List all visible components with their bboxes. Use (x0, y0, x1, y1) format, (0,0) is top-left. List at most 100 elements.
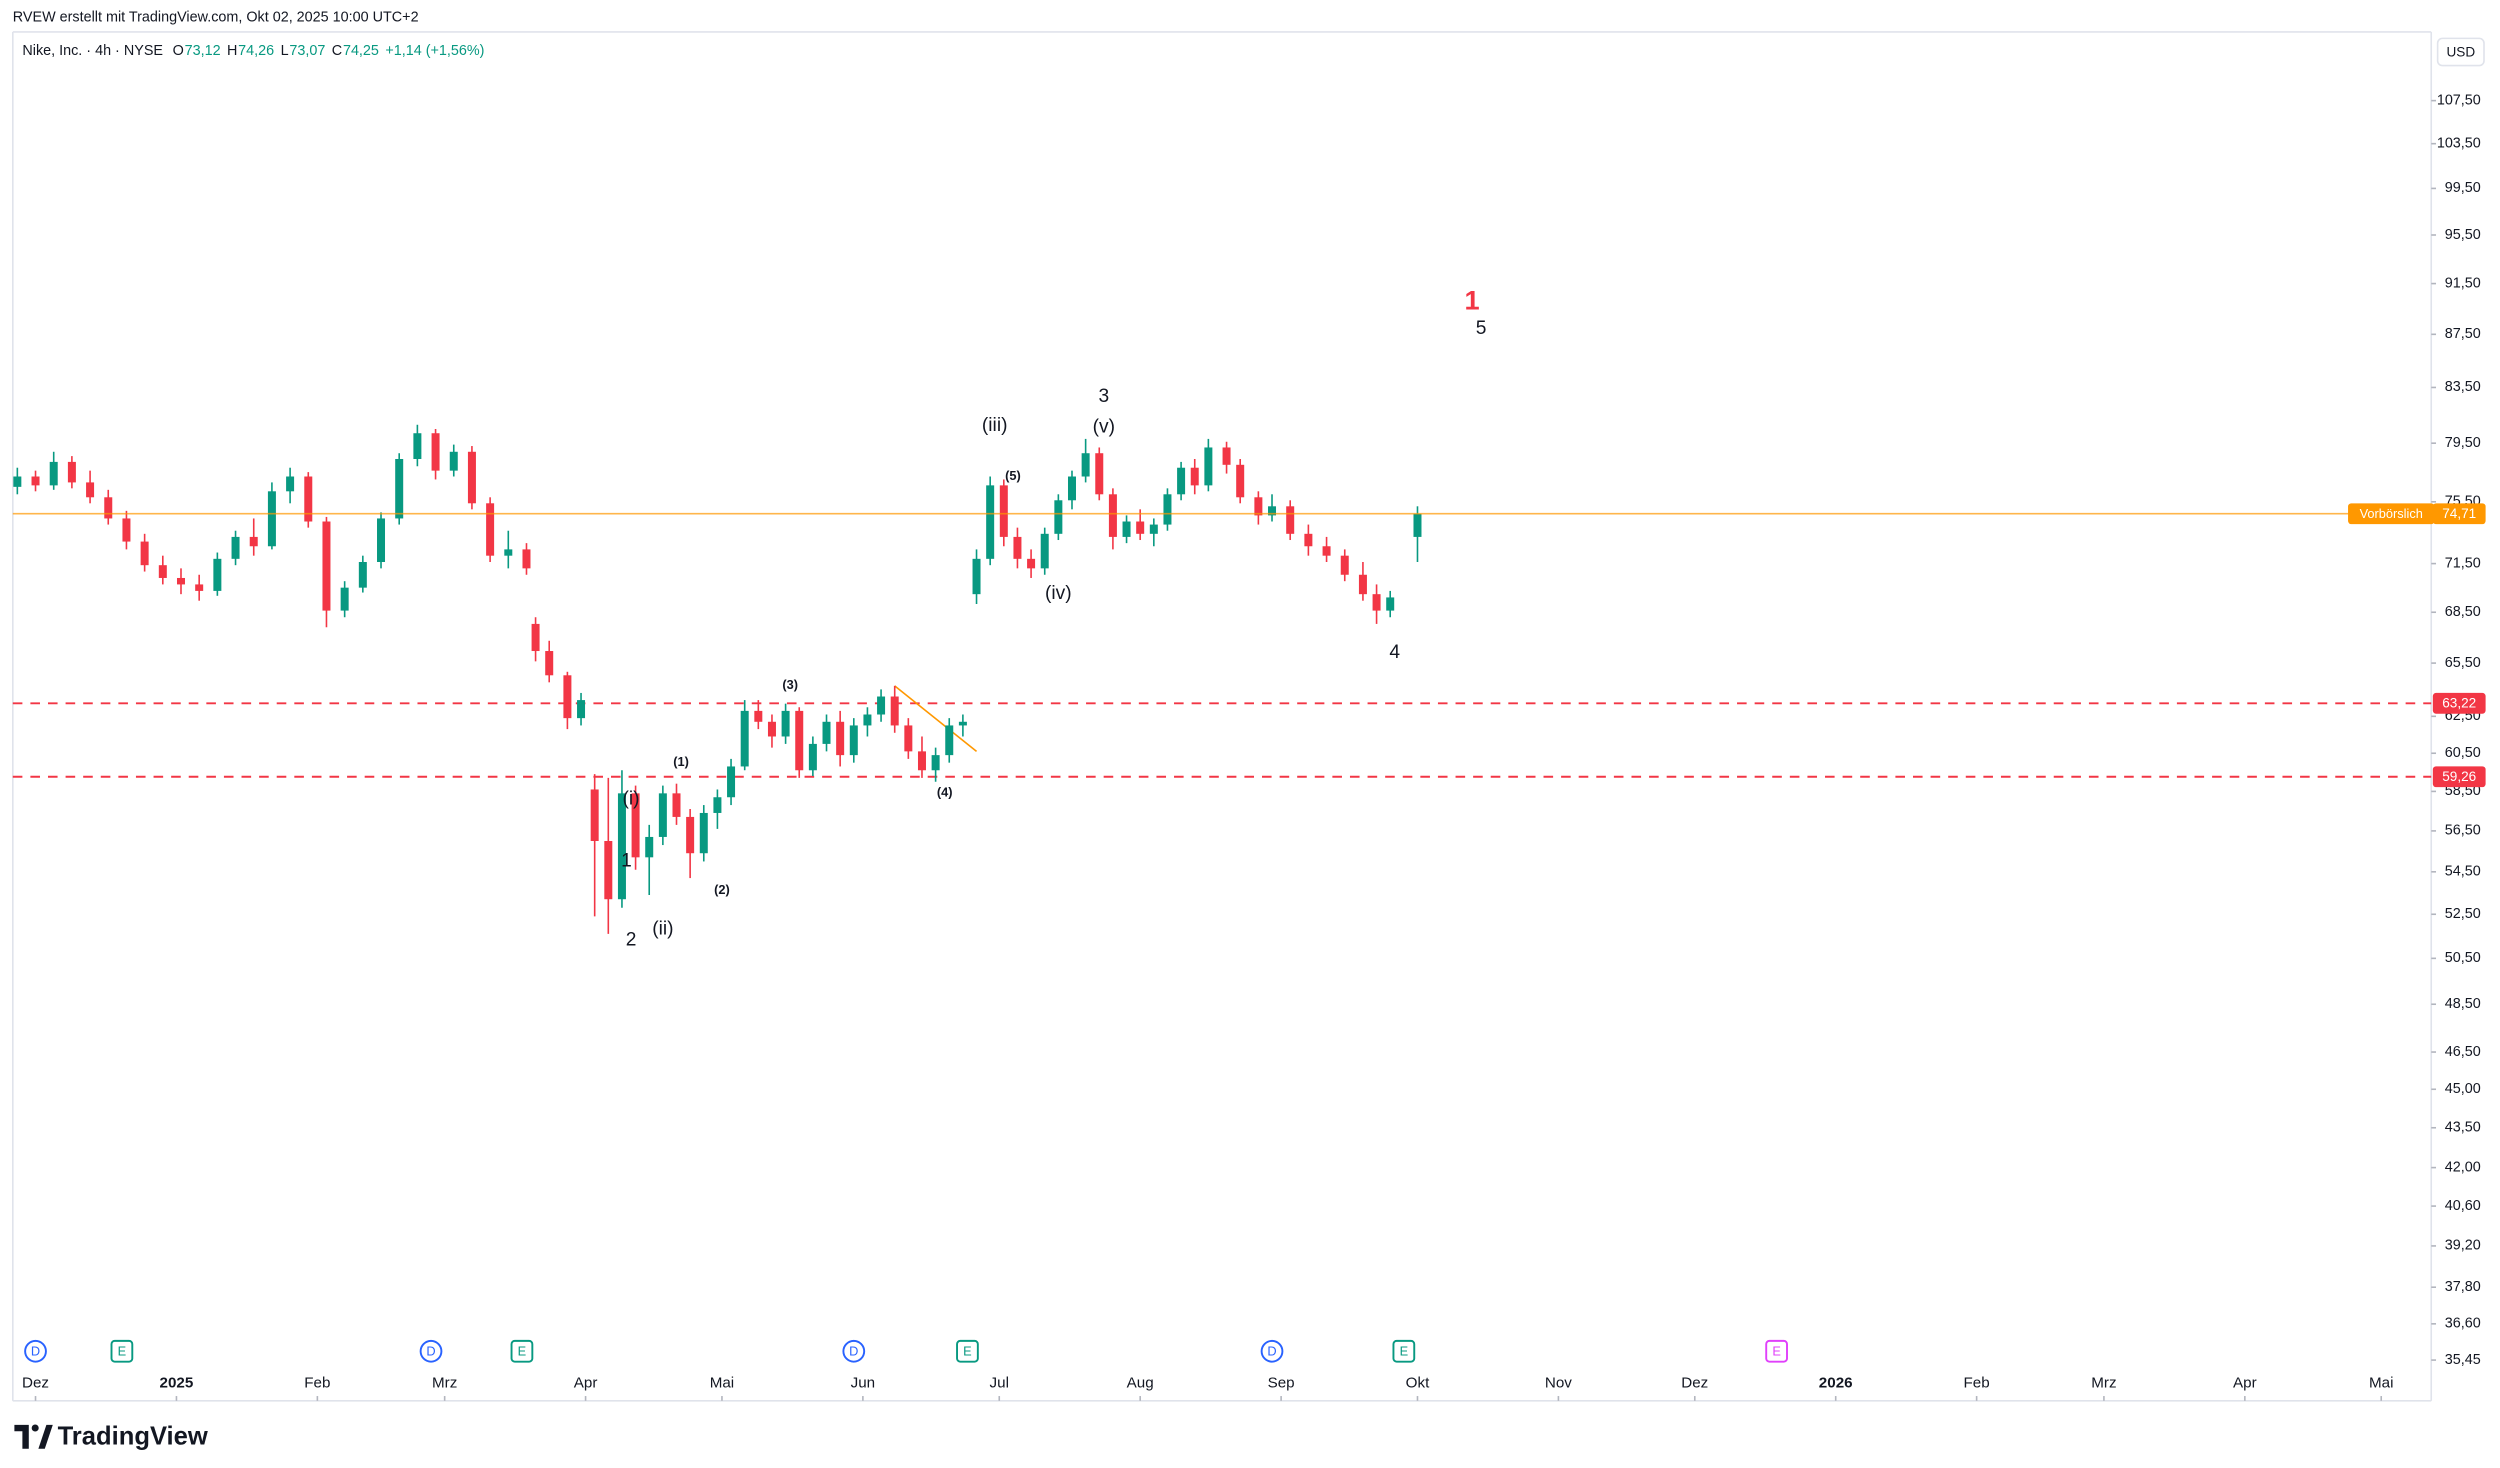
candle-body (1236, 464, 1245, 498)
candle-body (563, 675, 572, 719)
x-tick-label: Apr (574, 1374, 598, 1391)
event-icon[interactable] (956, 1339, 979, 1363)
wave-label: (4) (937, 785, 953, 800)
candle-body (1190, 467, 1199, 486)
candle-body (945, 725, 954, 756)
candle-body (413, 433, 422, 459)
candle-body (795, 710, 804, 771)
candle-body (986, 485, 995, 559)
y-tick-label: 42,00 (2445, 1159, 2481, 1175)
candle-body (1136, 521, 1145, 534)
y-tick-label: 107,50 (2437, 92, 2481, 108)
event-label: E (1400, 1343, 1409, 1358)
level-label: 59,26 (2442, 769, 2476, 784)
candle-body (958, 721, 967, 726)
y-tick-label: 60,50 (2445, 745, 2481, 761)
candle-body (1163, 494, 1172, 525)
candle-body (122, 518, 131, 542)
symbol: Nike, Inc. · 4h · NYSE (22, 43, 163, 59)
wave-label: 3 (1098, 386, 1109, 407)
y-tick-label: 52,50 (2445, 906, 2481, 922)
candle-body (49, 461, 58, 486)
x-tick-label: Jul (990, 1374, 1009, 1391)
candle-body (104, 497, 113, 519)
y-tick-label: 40,60 (2445, 1198, 2481, 1214)
candle-body (176, 577, 185, 585)
wave-label: (3) (782, 677, 798, 692)
candle-body (213, 558, 222, 591)
wave-label: (v) (1093, 417, 1115, 438)
candle-body (1054, 500, 1063, 534)
candle-body (1340, 555, 1349, 575)
candle-body (486, 503, 495, 556)
candle-body (158, 565, 167, 578)
x-tick-label: Mai (2369, 1374, 2393, 1391)
candle-body (890, 696, 899, 726)
event-icon[interactable] (1392, 1339, 1416, 1363)
candle-body (286, 476, 295, 492)
candle-body (1013, 536, 1022, 559)
candle-body (377, 518, 386, 563)
ohlc-value: 74,26 (238, 43, 274, 59)
candle-body (577, 700, 586, 719)
wave-label: (1) (673, 754, 689, 769)
candle-body (231, 536, 240, 559)
wave-label: (2) (714, 882, 730, 897)
candle-body (754, 710, 763, 722)
event-icon[interactable] (510, 1339, 534, 1363)
change: +1,14 (+1,56%) (385, 43, 484, 59)
candle-body (727, 766, 736, 798)
event-icon[interactable] (419, 1339, 443, 1363)
y-tick-label: 46,50 (2445, 1044, 2481, 1060)
ohlc-value: 74,25 (343, 43, 379, 59)
level-label: 63,22 (2442, 696, 2476, 711)
candle-body (822, 721, 831, 744)
y-tick-label: 39,20 (2445, 1238, 2481, 1254)
candle-body (522, 549, 531, 569)
currency-box[interactable] (2436, 37, 2485, 67)
event-icon[interactable] (1765, 1339, 1788, 1363)
price-name: Vorbörslich (2360, 506, 2423, 521)
candle-body (1386, 597, 1395, 611)
currency[interactable]: USD (2446, 44, 2475, 59)
event-icon[interactable] (110, 1339, 134, 1363)
candle-body (1254, 497, 1263, 516)
event-label: D (1267, 1343, 1276, 1358)
event-icon[interactable] (842, 1339, 866, 1363)
event-label: D (31, 1343, 40, 1358)
candle-body (699, 812, 708, 854)
candle-body (322, 521, 331, 611)
level-label-box (2432, 692, 2486, 714)
candle-body (431, 433, 440, 471)
y-tick-label: 87,50 (2445, 326, 2481, 342)
logo-part (31, 1424, 39, 1432)
logo-part (14, 1424, 29, 1449)
candle-body (504, 549, 513, 556)
y-tick-label: 91,50 (2445, 275, 2481, 291)
wave-label: (iii) (982, 415, 1008, 436)
candle-body (808, 743, 817, 771)
candle-body (31, 476, 40, 486)
candles (13, 424, 1422, 934)
event-icon[interactable] (1260, 1339, 1284, 1363)
brand-logo (14, 1424, 53, 1449)
attribution: RVEW erstellt mit TradingView.com, Okt 0… (13, 9, 419, 25)
x-tick-label: Mrz (432, 1374, 457, 1391)
x-tick-label: Dez (22, 1374, 49, 1391)
event-label: E (118, 1343, 127, 1358)
candle-body (1108, 494, 1117, 537)
candle-body (617, 793, 626, 900)
candle-body (1095, 453, 1104, 495)
y-tick-label: 68,50 (2445, 604, 2481, 620)
y-tick-label: 35,45 (2445, 1352, 2481, 1368)
x-tick-label: 2026 (1819, 1374, 1853, 1391)
candle-body (1358, 574, 1367, 595)
event-label: D (849, 1343, 858, 1358)
x-tick-label: Dez (1681, 1374, 1708, 1391)
y-tick-label: 45,00 (2445, 1081, 2481, 1097)
event-icon[interactable] (24, 1339, 47, 1363)
y-tick-label: 83,50 (2445, 379, 2481, 395)
y-tick-label: 37,80 (2445, 1279, 2481, 1295)
candle-body (67, 461, 76, 483)
